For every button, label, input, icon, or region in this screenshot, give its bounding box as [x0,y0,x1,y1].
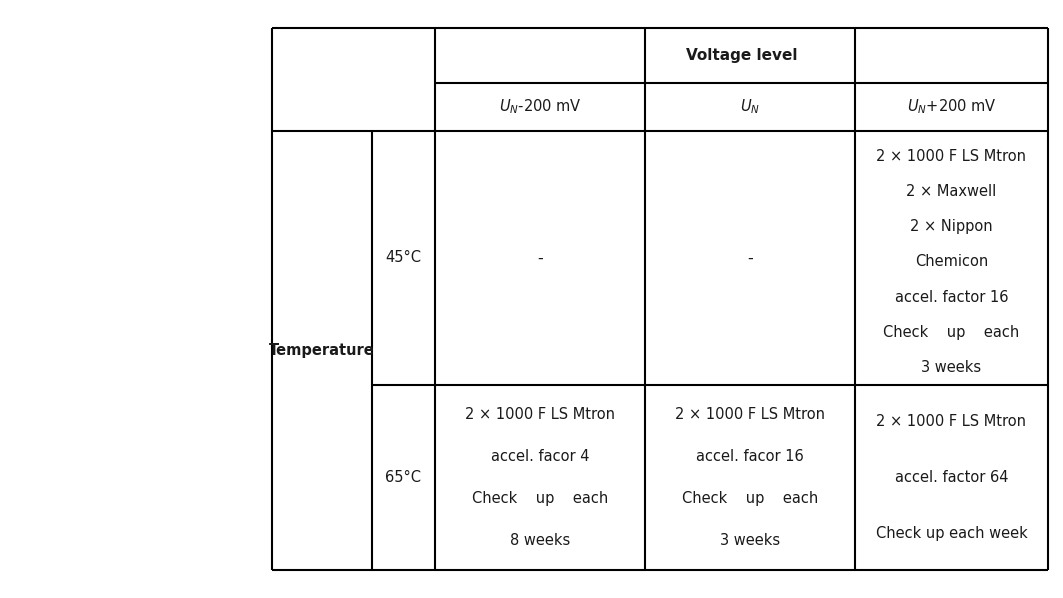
Text: 2 × 1000 F LS Mtron: 2 × 1000 F LS Mtron [675,407,825,422]
Text: accel. factor 64: accel. factor 64 [895,470,1008,485]
Text: 3 weeks: 3 weeks [922,360,981,375]
Text: accel. facor 4: accel. facor 4 [491,449,589,464]
Text: -: - [747,251,753,266]
Text: 2 × 1000 F LS Mtron: 2 × 1000 F LS Mtron [877,414,1027,429]
Text: 2 × Nippon: 2 × Nippon [910,219,993,234]
Text: $U_N$-200 mV: $U_N$-200 mV [499,97,581,117]
Text: Check    up    each: Check up each [472,491,608,506]
Text: $U_N$: $U_N$ [740,97,760,117]
Text: -: - [537,251,543,266]
Text: Check    up    each: Check up each [681,491,819,506]
Text: 2 × Maxwell: 2 × Maxwell [907,184,997,199]
Text: 2 × 1000 F LS Mtron: 2 × 1000 F LS Mtron [465,407,615,422]
Text: 45°C: 45°C [386,251,422,266]
Text: 3 weeks: 3 weeks [720,533,780,548]
Text: accel. factor 16: accel. factor 16 [895,289,1008,304]
Text: $U_N$+200 mV: $U_N$+200 mV [907,97,996,117]
Text: accel. facor 16: accel. facor 16 [696,449,804,464]
Text: 65°C: 65°C [386,470,422,485]
Text: Temperature: Temperature [269,343,375,358]
Text: Chemicon: Chemicon [915,255,989,270]
Text: Voltage level: Voltage level [686,48,797,63]
Text: Check up each week: Check up each week [876,526,1027,541]
Text: Check    up    each: Check up each [883,325,1019,340]
Text: 2 × 1000 F LS Mtron: 2 × 1000 F LS Mtron [877,149,1027,164]
Text: 8 weeks: 8 weeks [510,533,570,548]
